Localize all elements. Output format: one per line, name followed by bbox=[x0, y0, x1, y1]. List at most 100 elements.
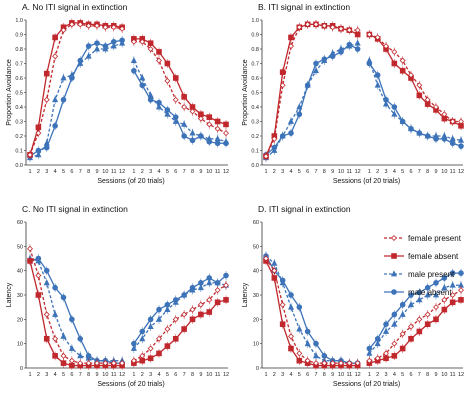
data-point bbox=[391, 48, 398, 55]
data-point bbox=[85, 22, 92, 29]
x-tick-label-training: 4 bbox=[289, 169, 292, 175]
series-male-present bbox=[26, 254, 230, 366]
data-point bbox=[391, 104, 398, 110]
data-point bbox=[338, 25, 344, 32]
data-point bbox=[424, 284, 431, 291]
y-tick-label: 1.0 bbox=[251, 18, 259, 24]
series-line-extinction bbox=[133, 60, 227, 143]
x-tick-label-training: 3 bbox=[281, 372, 284, 378]
y-tick-label: 0.1 bbox=[15, 149, 23, 155]
data-point bbox=[416, 296, 423, 303]
data-point bbox=[156, 306, 162, 313]
data-point bbox=[399, 301, 406, 308]
data-point bbox=[206, 309, 213, 315]
data-point bbox=[449, 292, 456, 298]
data-point bbox=[214, 287, 221, 294]
data-point bbox=[288, 34, 294, 41]
data-point bbox=[416, 316, 423, 323]
data-point bbox=[279, 321, 286, 327]
x-tick-label-training: 11 bbox=[346, 372, 352, 378]
data-point bbox=[147, 316, 154, 323]
data-point bbox=[43, 335, 50, 342]
data-point bbox=[433, 104, 439, 110]
data-point bbox=[68, 71, 75, 78]
x-tick-label-extinction: 2 bbox=[141, 372, 144, 378]
data-point bbox=[60, 27, 67, 34]
y-tick-label: 0.8 bbox=[15, 47, 23, 53]
data-point bbox=[110, 24, 117, 31]
data-point bbox=[313, 360, 319, 367]
x-tick-label-training: 11 bbox=[111, 372, 117, 378]
data-point bbox=[147, 345, 154, 352]
data-point bbox=[399, 330, 406, 337]
data-point bbox=[458, 118, 464, 125]
y-tick-label: 60 bbox=[17, 220, 23, 226]
data-point bbox=[296, 111, 303, 118]
data-point bbox=[263, 255, 269, 262]
legend: female present female absent male present m… bbox=[384, 234, 462, 297]
data-point bbox=[172, 335, 179, 342]
x-tick-label-training: 10 bbox=[102, 169, 108, 175]
data-point bbox=[458, 297, 464, 303]
y-axis-label: Proportion Avoidance bbox=[6, 59, 13, 126]
x-tick-label-training: 12 bbox=[119, 169, 125, 175]
data-point bbox=[288, 292, 294, 298]
y-tick-label: 0.0 bbox=[15, 163, 23, 169]
data-point bbox=[172, 75, 179, 81]
series-line-training bbox=[29, 23, 123, 156]
y-tick-label: 0.2 bbox=[251, 134, 259, 140]
data-point bbox=[366, 31, 373, 38]
x-tick-label-training: 10 bbox=[102, 372, 108, 378]
data-point bbox=[337, 45, 345, 52]
x-tick-label-extinction: 6 bbox=[409, 169, 412, 175]
data-point bbox=[279, 279, 286, 286]
y-axis-label: Proportion Avoidance bbox=[242, 59, 249, 126]
data-point bbox=[296, 350, 303, 357]
legend-swatch-marker bbox=[391, 289, 397, 295]
x-tick-label-extinction: 9 bbox=[199, 372, 202, 378]
data-point bbox=[214, 118, 221, 125]
x-tick-label-extinction: 8 bbox=[426, 372, 429, 378]
data-point bbox=[287, 303, 295, 310]
data-point bbox=[60, 74, 67, 81]
y-tick-label: 30 bbox=[17, 293, 23, 299]
data-point bbox=[119, 360, 126, 367]
x-tick-label-extinction: 7 bbox=[183, 372, 186, 378]
x-tick-label-training: 5 bbox=[298, 169, 301, 175]
data-point bbox=[189, 137, 196, 144]
data-point bbox=[77, 59, 84, 66]
data-point bbox=[424, 321, 431, 327]
data-point bbox=[164, 343, 171, 349]
data-point bbox=[354, 360, 361, 367]
data-point bbox=[449, 299, 456, 306]
data-point bbox=[155, 315, 163, 322]
x-tick-label-extinction: 4 bbox=[393, 169, 396, 175]
data-point bbox=[271, 135, 278, 142]
data-point bbox=[329, 49, 336, 56]
data-point bbox=[441, 111, 448, 118]
data-point bbox=[279, 69, 286, 76]
data-point bbox=[416, 328, 423, 335]
data-point bbox=[441, 296, 448, 303]
x-tick-label-training: 3 bbox=[45, 169, 48, 175]
data-point bbox=[68, 344, 75, 351]
data-point bbox=[374, 81, 381, 88]
data-point bbox=[156, 57, 162, 64]
data-point bbox=[60, 294, 67, 301]
data-point bbox=[206, 279, 213, 286]
x-tick-label-extinction: 7 bbox=[418, 169, 421, 175]
data-point bbox=[35, 130, 42, 137]
data-point bbox=[172, 298, 179, 305]
legend-swatch-marker bbox=[391, 235, 397, 241]
x-tick-label-extinction: 12 bbox=[223, 169, 229, 175]
data-point bbox=[399, 57, 406, 64]
series-female-present bbox=[27, 20, 229, 160]
panel-title: B. ITI signal in extinction bbox=[258, 2, 350, 12]
data-point bbox=[296, 103, 303, 110]
data-point bbox=[93, 45, 101, 52]
series-male-absent bbox=[263, 40, 464, 160]
x-tick-label-extinction: 1 bbox=[368, 169, 371, 175]
x-tick-label-training: 9 bbox=[95, 372, 98, 378]
y-tick-label: 50 bbox=[253, 244, 259, 250]
